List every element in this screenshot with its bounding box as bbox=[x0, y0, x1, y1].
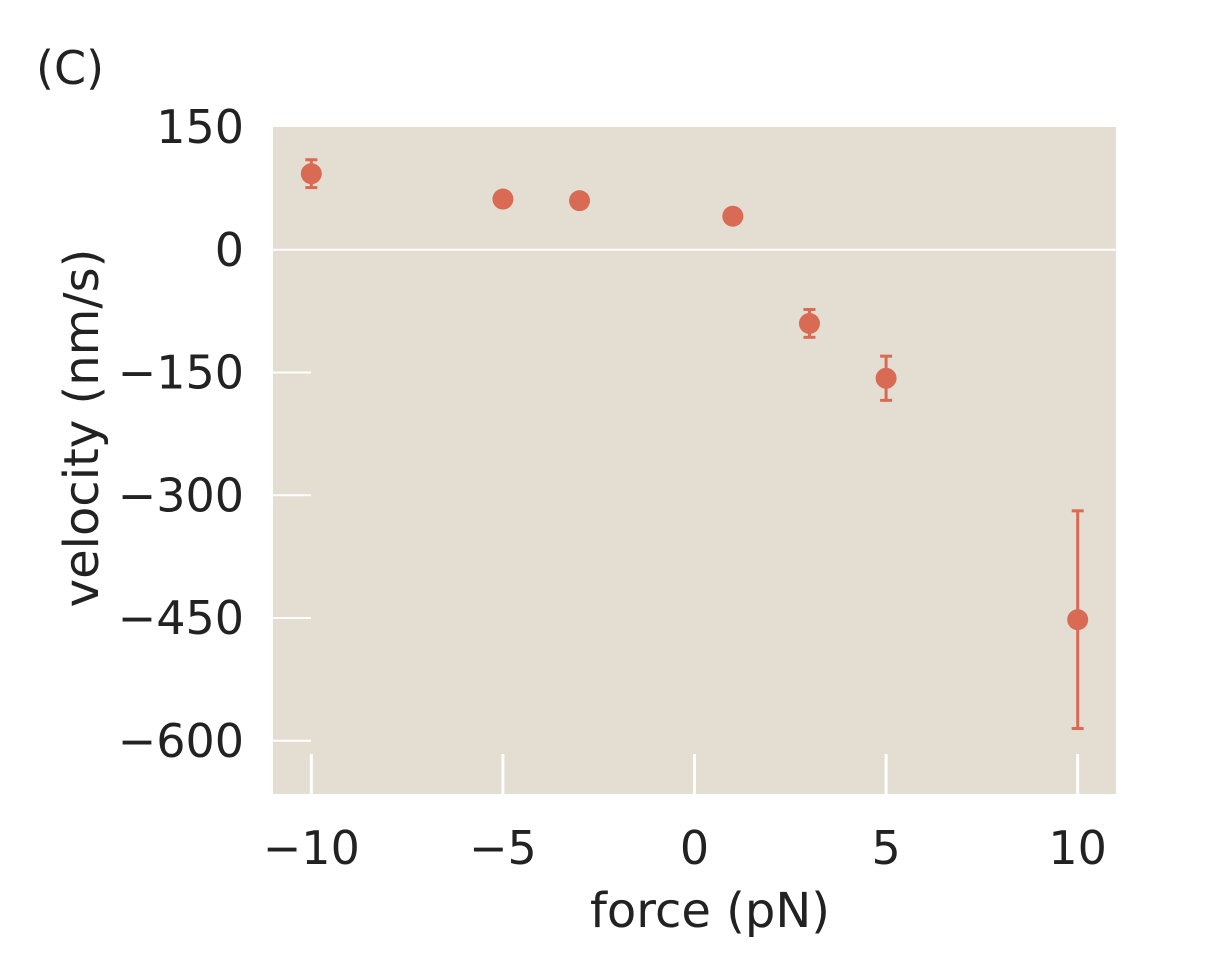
y-tick-label: −600 bbox=[118, 714, 244, 768]
grid-lines bbox=[273, 248, 1116, 794]
data-point bbox=[569, 190, 591, 212]
x-tick-label: −10 bbox=[263, 821, 360, 875]
data-point bbox=[1067, 609, 1089, 631]
data-point bbox=[722, 205, 744, 227]
x-tick-labels: −10 −5 0 5 10 bbox=[263, 821, 1107, 875]
x-tick-label: 0 bbox=[680, 821, 709, 875]
plot-area bbox=[273, 127, 1116, 794]
data-point bbox=[492, 188, 514, 210]
x-tick-label: 5 bbox=[871, 821, 900, 875]
data-point bbox=[875, 367, 897, 389]
y-tick-label: −300 bbox=[118, 468, 244, 522]
data-points bbox=[300, 163, 1089, 631]
y-tick-label: −450 bbox=[118, 591, 244, 645]
y-axis-label: velocity (nm/s) bbox=[54, 249, 110, 608]
y-tick-label: −150 bbox=[118, 346, 244, 400]
data-point bbox=[300, 163, 322, 185]
x-axis-label: force (pN) bbox=[590, 883, 830, 939]
data-point bbox=[798, 312, 820, 334]
y-tick-label: 0 bbox=[215, 223, 244, 277]
y-tick-label: 150 bbox=[156, 100, 244, 154]
y-tick-labels: 150 0 −150 −300 −450 −600 bbox=[118, 100, 244, 768]
x-tick-label: −5 bbox=[469, 821, 537, 875]
x-tick-label: 10 bbox=[1048, 821, 1107, 875]
panel-label: (C) bbox=[36, 41, 104, 95]
